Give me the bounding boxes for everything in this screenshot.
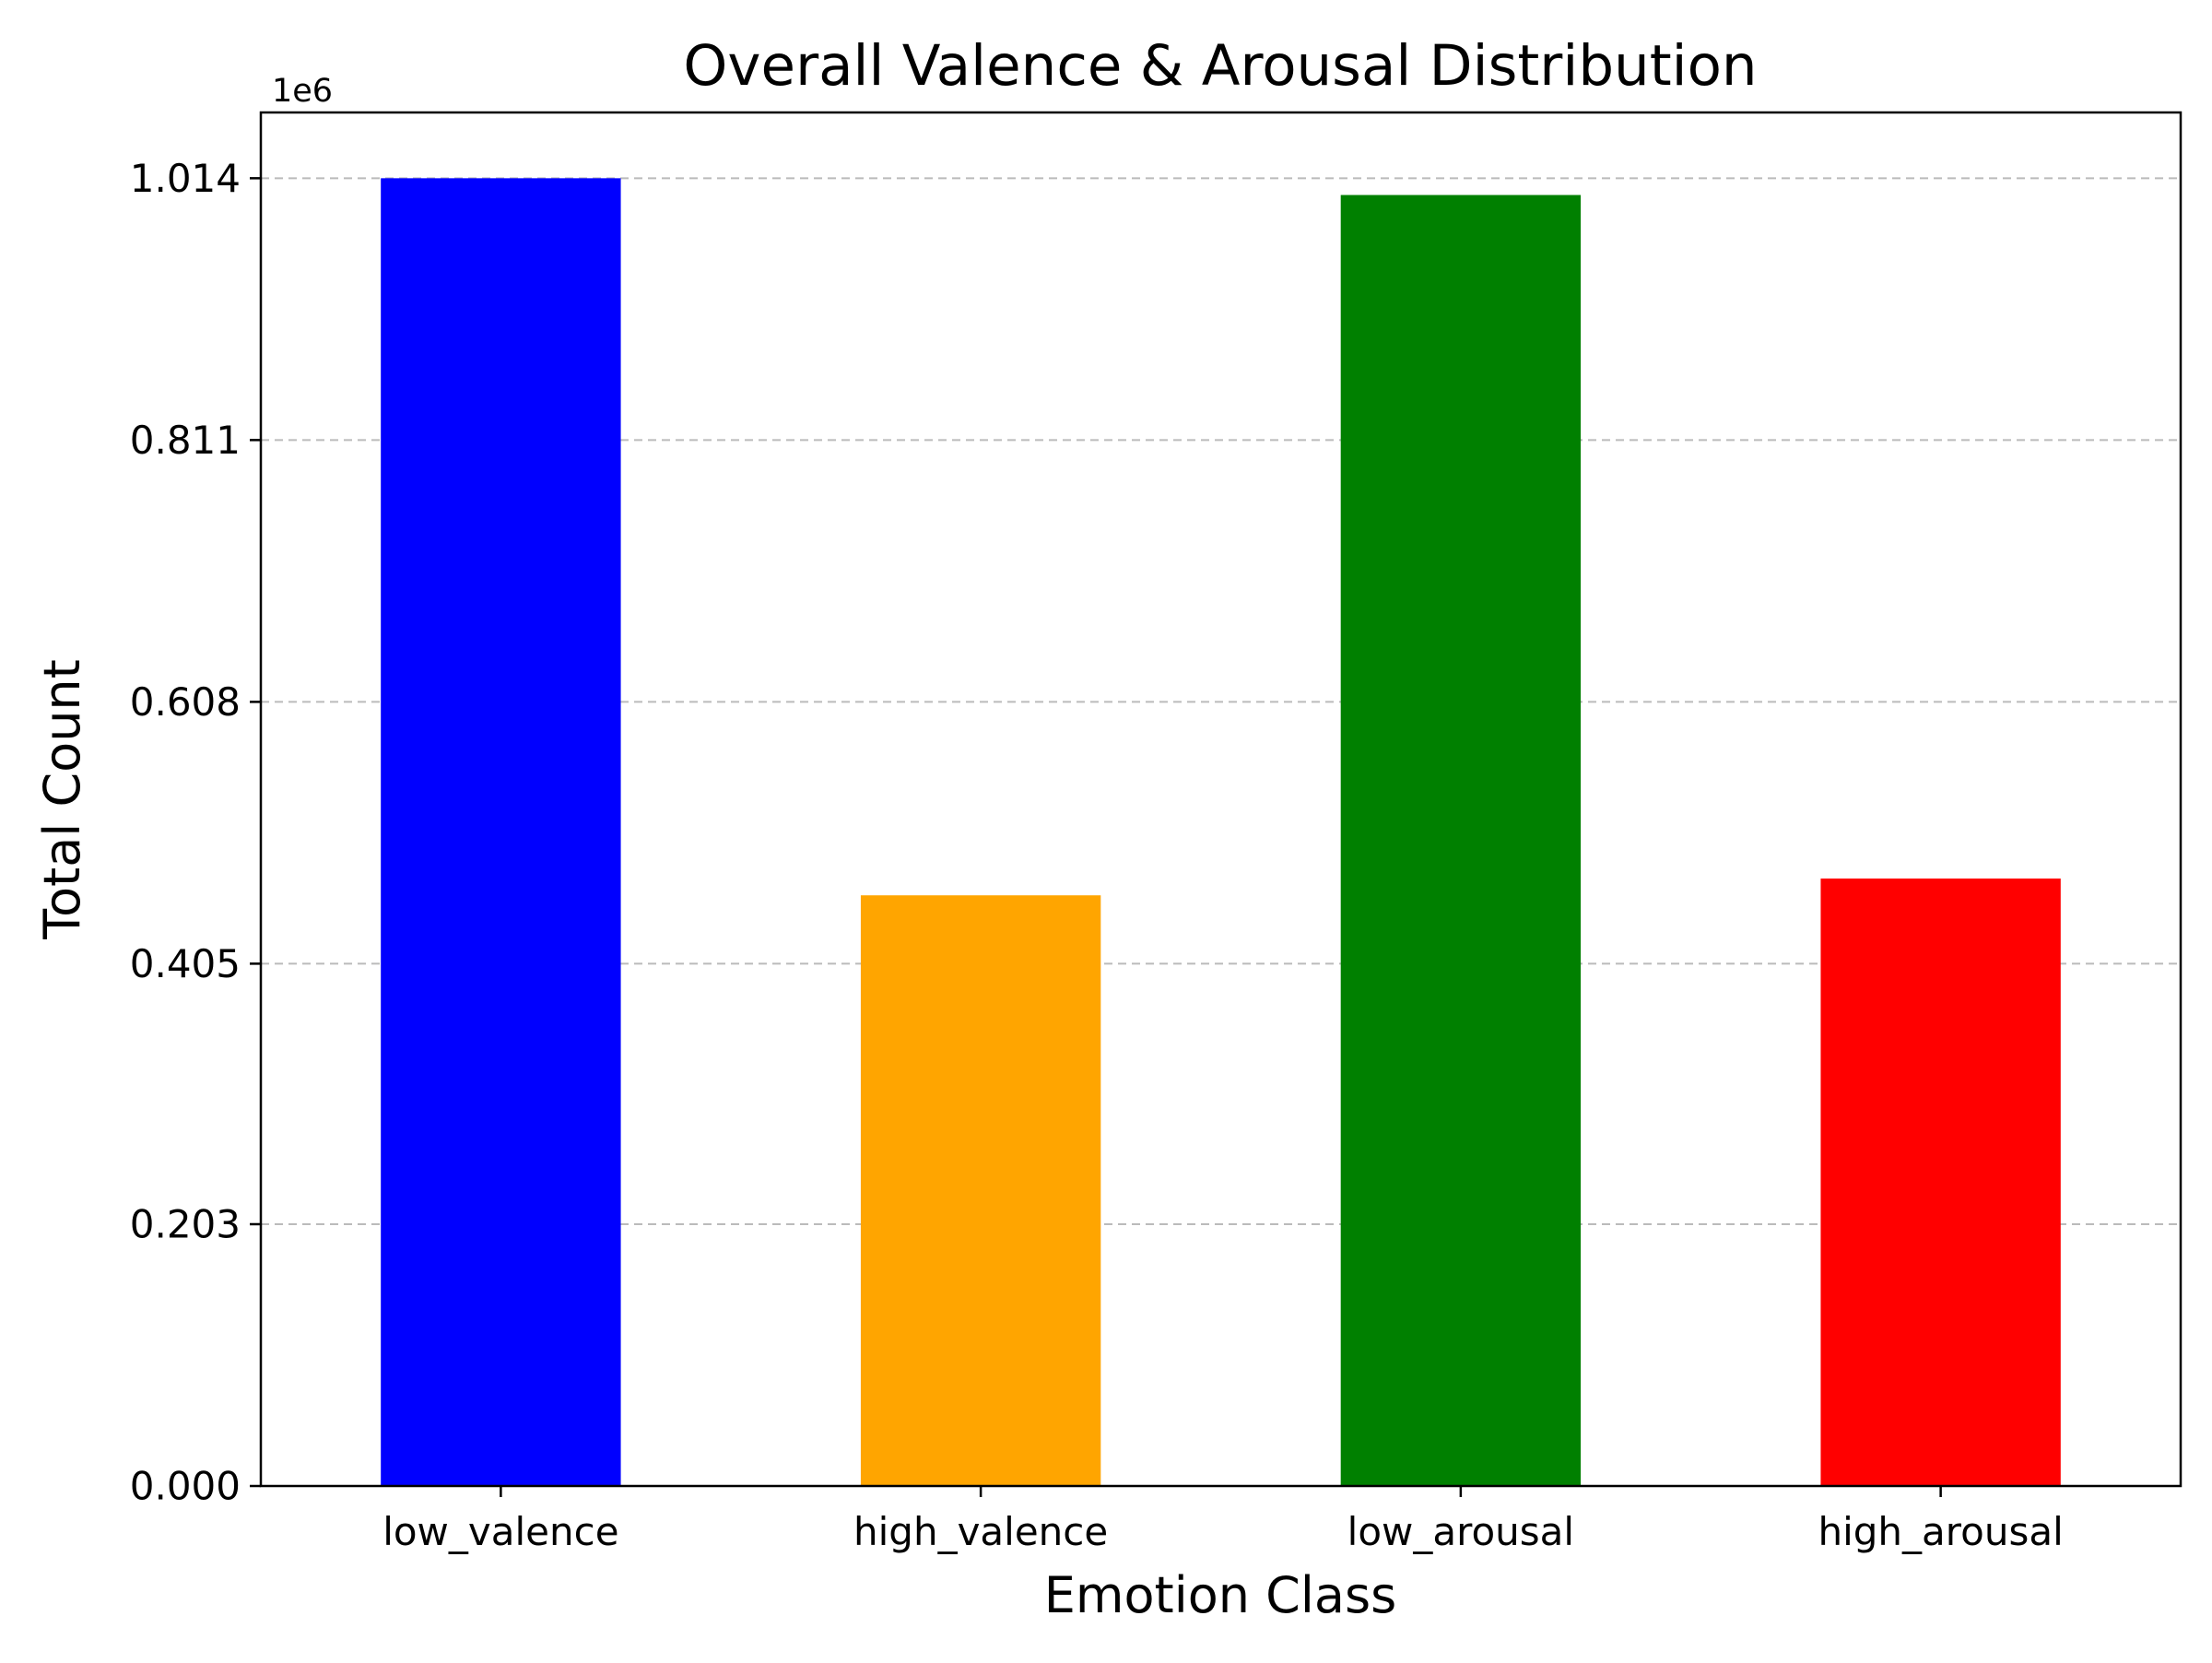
y-tick-label: 0.203 — [130, 1201, 241, 1246]
x-tick-label: low_arousal — [1347, 1509, 1574, 1554]
y-tick-label: 0.405 — [130, 941, 241, 986]
x-tick-label: high_valence — [853, 1509, 1108, 1554]
bar-low-valence — [381, 178, 621, 1487]
y-axis-offset-label: 1e6 — [272, 73, 333, 110]
y-tick-label: 0.811 — [130, 418, 241, 463]
y-tick-label: 0.608 — [130, 679, 241, 725]
y-tick-label: 0.000 — [130, 1464, 241, 1509]
bar-high-valence — [860, 895, 1101, 1486]
plot-frame — [259, 111, 2183, 1488]
y-axis-label: Total Count — [33, 659, 91, 940]
chart-title: Overall Valence & Arousal Distribution — [683, 33, 1757, 99]
bars — [381, 178, 2061, 1487]
bar-high-arousal — [1820, 879, 2061, 1486]
x-axis-label: Emotion Class — [1044, 1566, 1396, 1624]
bar-low-arousal — [1340, 195, 1582, 1486]
x-tick-label: high_arousal — [1818, 1509, 2063, 1554]
x-tick-label: low_valence — [382, 1509, 618, 1554]
ticks: 0.000 0.203 0.405 0.608 0.811 1.014 low_valenc… — [130, 156, 2064, 1554]
y-tick-label: 1.014 — [130, 156, 241, 201]
